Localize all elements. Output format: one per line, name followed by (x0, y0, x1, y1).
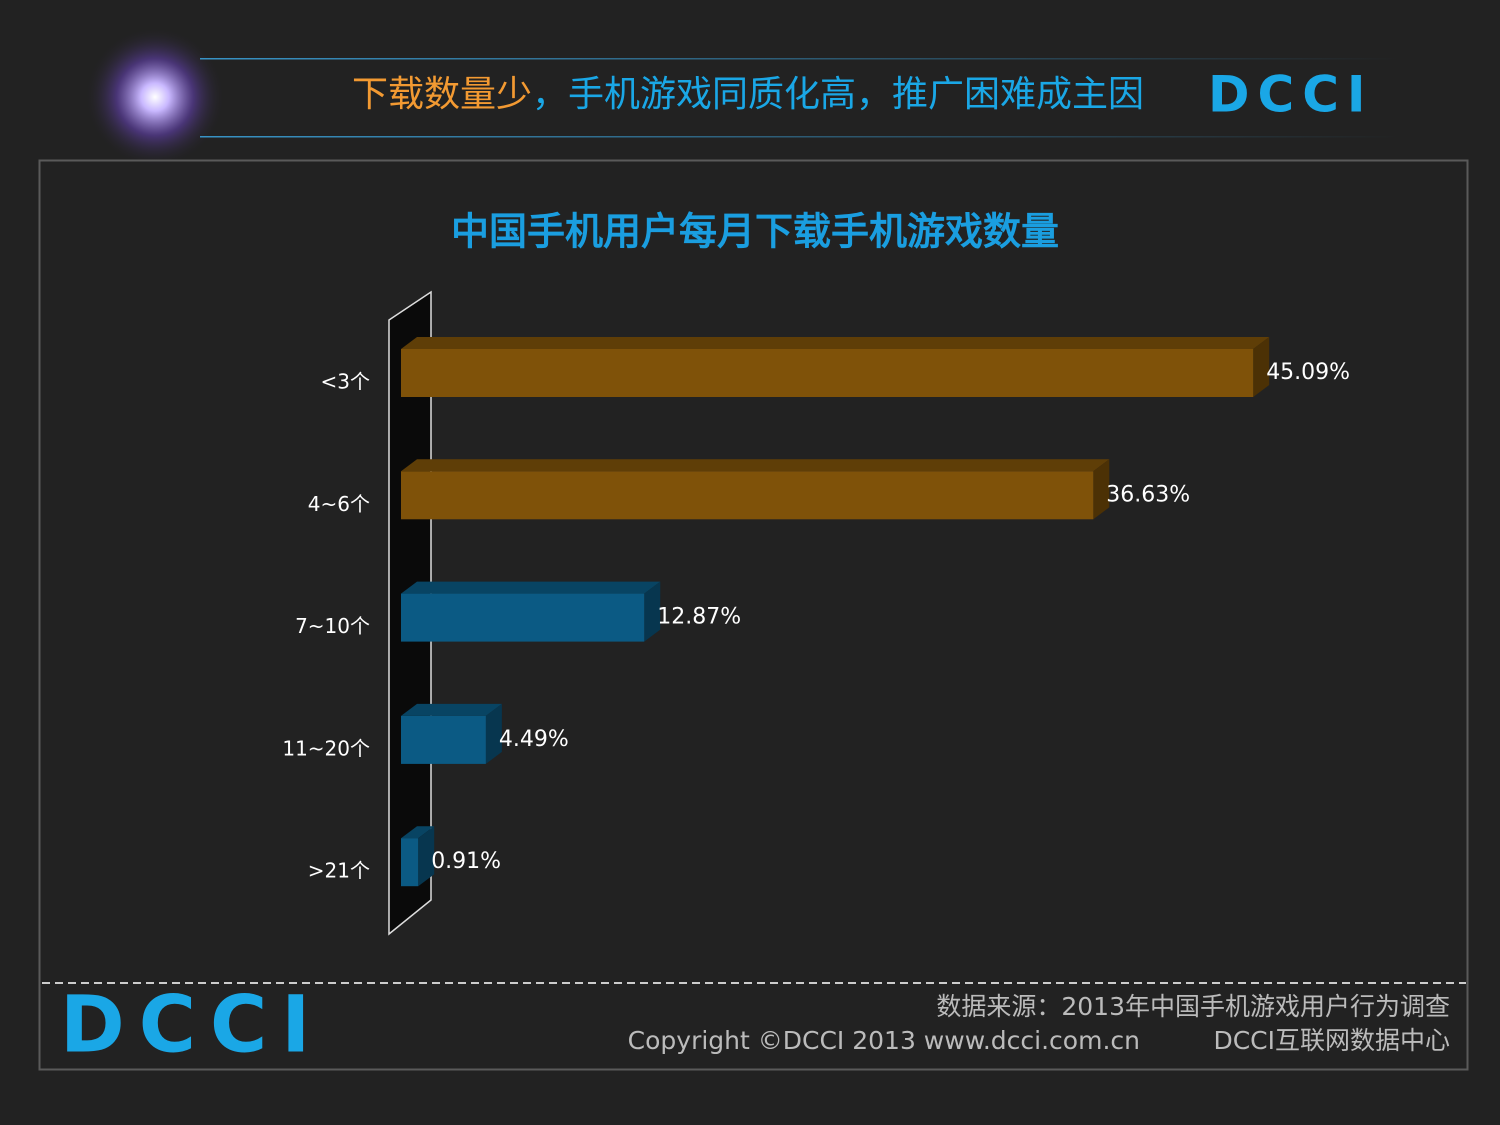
header-glow (85, 27, 225, 167)
bar-top (401, 459, 1110, 472)
bar (401, 593, 645, 642)
y-tick-label: 11~20个 (282, 736, 370, 760)
header-title-part: ，手机游戏同质化高，推广困难成主因 (532, 74, 1144, 115)
panel (38, 159, 1469, 1071)
data-label: 12.87% (657, 605, 741, 630)
y-tick-label: <3个 (321, 370, 370, 394)
footer-source: 数据来源：2013年中国手机游戏用户行为调查 (936, 992, 1450, 1021)
header-logo: DCCI (1208, 66, 1374, 124)
bar-side (1253, 337, 1270, 397)
y-tick-label: 4~6个 (308, 492, 370, 516)
data-label: 36.63% (1106, 482, 1190, 507)
y-tick-label: >21个 (308, 859, 370, 883)
bar-side (644, 581, 661, 642)
bar-top (401, 581, 661, 594)
data-label: 0.91% (431, 849, 501, 874)
chart-title: 中国手机用户每月下载手机游戏数量 (451, 210, 1059, 254)
bar-top (401, 337, 1270, 349)
plot: <3个 45.09% 4~6个 36.63% 7~10个 12.87% 11~20个 4.49… (282, 337, 1350, 887)
header-line (200, 58, 1400, 60)
bar (401, 471, 1094, 520)
footer-logo: DCCI (60, 980, 324, 1070)
bar-side (418, 826, 435, 887)
bar (401, 838, 419, 887)
header-title-part: 下载数量少 (352, 74, 532, 115)
bar-top (401, 703, 502, 716)
bar-top (401, 826, 435, 839)
y-tick-label: 7~10个 (295, 614, 370, 638)
bar-side (485, 703, 502, 764)
header-title: 下载数量少，手机游戏同质化高，推广困难成主因 (352, 74, 1144, 115)
data-label: 4.49% (499, 727, 569, 752)
bar (401, 349, 1254, 397)
bar (401, 715, 486, 764)
bar-side (1093, 459, 1110, 520)
footer-org: DCCI互联网数据中心 (1213, 1026, 1450, 1055)
header-line (200, 136, 1400, 138)
data-label: 45.09% (1266, 360, 1350, 385)
footer-copyright: Copyright ©DCCI 2013 www.dcci.com.cn (628, 1026, 1140, 1055)
